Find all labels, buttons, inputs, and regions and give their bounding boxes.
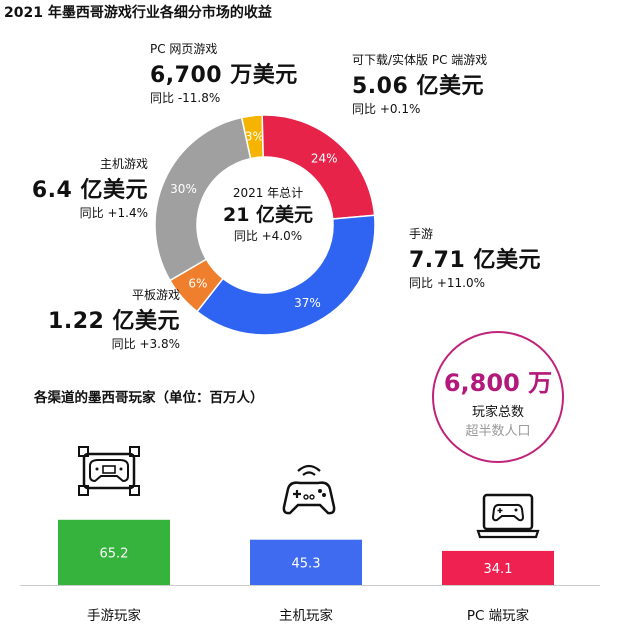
callout-console: 主机游戏 6.4 亿美元 同比 +1.4% bbox=[4, 155, 148, 221]
total-players-note: 超半数人口 bbox=[465, 424, 531, 439]
mobile-gamepad-icon bbox=[78, 446, 140, 496]
segment-yoy: 同比 +1.4% bbox=[79, 206, 148, 220]
bar-category-label: 主机玩家 bbox=[279, 608, 333, 624]
total-players-value: 6,800 万 bbox=[443, 369, 553, 397]
bar-chart-title: 各渠道的墨西哥玩家（单位：百万人） bbox=[34, 390, 264, 406]
segment-name: 主机游戏 bbox=[99, 157, 148, 171]
bar bbox=[58, 519, 170, 585]
chart-title: 2021 年墨西哥游戏行业各细分市场的收益 bbox=[4, 5, 272, 21]
segment-name: 手游 bbox=[409, 227, 434, 241]
donut-slice-label: 6% bbox=[188, 276, 207, 290]
donut-slice-label: 24% bbox=[311, 152, 338, 166]
segment-name: 可下载/实体版 PC 端游戏 bbox=[352, 53, 488, 67]
callout-pc-downloaded: 可下载/实体版 PC 端游戏 5.06 亿美元 同比 +0.1% bbox=[352, 51, 487, 117]
bar-value-label: 65.2 bbox=[100, 546, 129, 561]
bar bbox=[250, 539, 362, 585]
bar-category-label: 手游玩家 bbox=[87, 608, 141, 624]
total-players-label: 玩家总数 bbox=[471, 405, 524, 420]
donut-slice-label: 3% bbox=[245, 130, 264, 144]
donut-slice-label: 37% bbox=[294, 296, 321, 310]
donut-slice-mobile bbox=[196, 214, 376, 336]
segment-value: 7.71 亿美元 bbox=[409, 248, 541, 273]
bar-value-label: 45.3 bbox=[292, 556, 321, 571]
bar-category-label: PC 端玩家 bbox=[466, 608, 530, 624]
donut-slice-label: 30% bbox=[170, 182, 197, 196]
laptop-gamepad-icon bbox=[476, 493, 540, 539]
callout-tablet: 平板游戏 1.22 亿美元 同比 +3.8% bbox=[10, 286, 180, 352]
segment-value: 1.22 亿美元 bbox=[48, 309, 180, 334]
segment-yoy: 同比 +0.1% bbox=[352, 102, 421, 116]
bar bbox=[442, 550, 554, 585]
callout-pc-browser: PC 网页游戏 6,700 万美元 同比 -11.8% bbox=[150, 40, 298, 106]
donut-center-yoy: 同比 +4.0% bbox=[233, 229, 303, 243]
callout-mobile: 手游 7.71 亿美元 同比 +11.0% bbox=[409, 225, 541, 291]
donut-center-value: 21 亿美元 bbox=[222, 204, 314, 226]
total-players-bubble: 6,800 万 玩家总数 超半数人口 bbox=[432, 331, 564, 463]
segment-yoy: 同比 +3.8% bbox=[111, 337, 180, 351]
bar-value-label: 34.1 bbox=[484, 562, 513, 577]
segment-yoy: 同比 -11.8% bbox=[150, 91, 221, 105]
donut-slice-console bbox=[154, 116, 252, 282]
segment-name: PC 网页游戏 bbox=[150, 42, 218, 56]
donut-center-label: 2021 年总计 bbox=[232, 186, 304, 200]
segment-name: 平板游戏 bbox=[131, 288, 180, 302]
segment-yoy: 同比 +11.0% bbox=[409, 276, 485, 290]
segment-value: 6.4 亿美元 bbox=[31, 178, 148, 203]
gamepad-icon bbox=[282, 464, 336, 515]
segment-value: 5.06 亿美元 bbox=[352, 74, 484, 99]
segment-value: 6,700 万美元 bbox=[150, 63, 298, 88]
